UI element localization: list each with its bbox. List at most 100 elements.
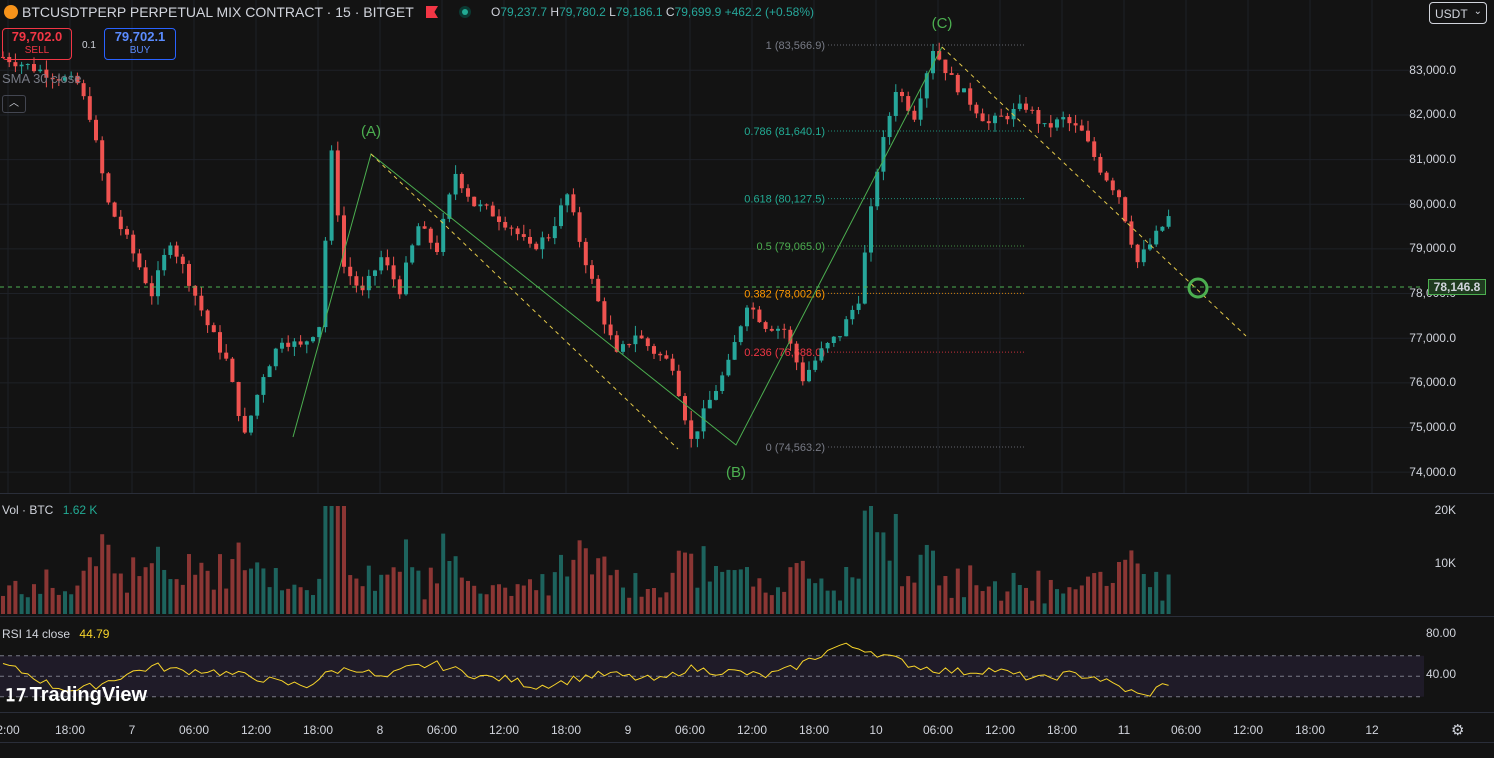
candle xyxy=(751,307,756,310)
pane-separator[interactable] xyxy=(0,616,1494,617)
candle xyxy=(441,218,446,253)
candle xyxy=(404,262,408,295)
price-axis-label: 74,000.0 xyxy=(1409,465,1456,479)
candle xyxy=(211,325,216,333)
volume-bar xyxy=(50,587,55,614)
symbol-title[interactable]: BTCUSDTPERP PERPETUAL MIX CONTRACT · 15 … xyxy=(22,4,414,20)
candle xyxy=(707,399,712,409)
candle xyxy=(645,338,650,347)
volume-bar xyxy=(1,595,5,614)
candle xyxy=(56,79,61,81)
volume-legend[interactable]: Vol · BTC 1.62 K xyxy=(2,503,97,517)
price-chart-pane[interactable]: 1 (83,566.9) 0.786 (81,640.1) 0.618 (80,12… xyxy=(0,0,1424,493)
candle xyxy=(236,381,241,416)
volume-bar xyxy=(676,550,681,614)
volume-bar xyxy=(75,585,80,614)
candle xyxy=(459,173,464,189)
time-axis-label: 18:00 xyxy=(54,723,86,737)
volume-bar xyxy=(515,584,520,614)
candle xyxy=(13,62,18,67)
time-axis-label: 12 xyxy=(1365,723,1379,737)
rsi-label: RSI 14 close xyxy=(2,627,71,641)
rsi-pane[interactable] xyxy=(0,617,1424,712)
volume-bar xyxy=(1129,550,1134,614)
candle xyxy=(230,358,235,382)
volume-bar xyxy=(509,595,514,614)
volume-bar xyxy=(360,586,365,614)
price-axis-label: 77,000.0 xyxy=(1409,331,1456,345)
candle xyxy=(137,253,142,268)
candle xyxy=(540,237,545,250)
volume-bar xyxy=(943,576,948,614)
sma-legend[interactable]: SMA 30 close xyxy=(2,71,82,86)
candle xyxy=(360,285,365,291)
settings-gear-icon[interactable]: ⚙ xyxy=(1451,722,1465,739)
volume-bar xyxy=(87,557,92,614)
buy-button[interactable]: 79,702.1 BUY xyxy=(104,28,176,60)
rsi-value: 44.79 xyxy=(79,627,110,641)
candle xyxy=(776,328,780,331)
candle xyxy=(943,59,948,74)
candle xyxy=(559,205,563,227)
volume-pane[interactable] xyxy=(0,494,1424,616)
wave-label: (C) xyxy=(932,15,953,32)
flag-icon[interactable] xyxy=(426,6,438,18)
candle xyxy=(652,346,656,354)
volume-bar xyxy=(174,579,179,614)
candle xyxy=(924,73,929,99)
volume-bar xyxy=(472,585,477,614)
volume-bar xyxy=(373,590,377,614)
candle xyxy=(199,295,204,311)
volume-bar xyxy=(56,594,61,614)
candle xyxy=(986,121,991,124)
symbol-logo[interactable] xyxy=(4,5,18,19)
volume-bar xyxy=(100,534,105,614)
fib-level-label: 0.236 (76,688.0) xyxy=(744,347,825,359)
candle xyxy=(242,415,247,433)
volume-bar xyxy=(1067,587,1072,614)
volume-bar xyxy=(131,557,136,614)
tradingview-logo[interactable]: 𝟣𝟩 TradingView xyxy=(5,684,147,707)
rsi-legend[interactable]: RSI 14 close 44.79 xyxy=(2,627,109,641)
volume-bar xyxy=(993,581,997,614)
time-axis-label: 11 xyxy=(1117,723,1131,737)
volume-bar xyxy=(63,591,67,614)
candle xyxy=(769,328,774,331)
candle xyxy=(25,64,30,66)
sell-button[interactable]: 79,702.0 SELL xyxy=(2,28,72,60)
volume-bar xyxy=(112,573,117,614)
candle xyxy=(831,336,836,343)
candle xyxy=(788,329,793,344)
candle xyxy=(410,245,415,263)
candle xyxy=(949,73,954,75)
volume-bar xyxy=(255,562,260,614)
candle xyxy=(614,335,619,352)
currency-select[interactable]: USDT ⌄ xyxy=(1429,2,1487,24)
candle xyxy=(881,137,886,172)
time-axis-label: 18:00 xyxy=(550,723,582,737)
collapse-legend-button[interactable]: ︿ xyxy=(2,95,26,113)
volume-bar xyxy=(1048,579,1053,614)
time-axis-label: 2:00 xyxy=(0,723,20,737)
candle xyxy=(112,202,117,217)
volume-bar xyxy=(590,574,594,614)
price-axis-label: 75,000.0 xyxy=(1409,420,1456,434)
time-axis-label: 18:00 xyxy=(302,723,334,737)
volume-bar xyxy=(224,588,229,614)
volume-bar xyxy=(1042,603,1047,614)
volume-bar xyxy=(918,554,923,614)
volume-bar xyxy=(1098,571,1103,614)
volume-bar xyxy=(484,594,489,614)
volume-bar xyxy=(503,587,508,614)
wave-label: (A) xyxy=(361,123,381,140)
candle xyxy=(156,270,160,297)
candle xyxy=(962,88,966,93)
volume-bar xyxy=(242,570,247,614)
pane-separator[interactable] xyxy=(0,493,1494,494)
candle xyxy=(1067,117,1072,124)
volume-bar xyxy=(162,569,167,614)
candle xyxy=(329,150,334,241)
volume-bar xyxy=(280,590,284,614)
volume-bar xyxy=(317,578,322,614)
candle xyxy=(1011,108,1016,120)
